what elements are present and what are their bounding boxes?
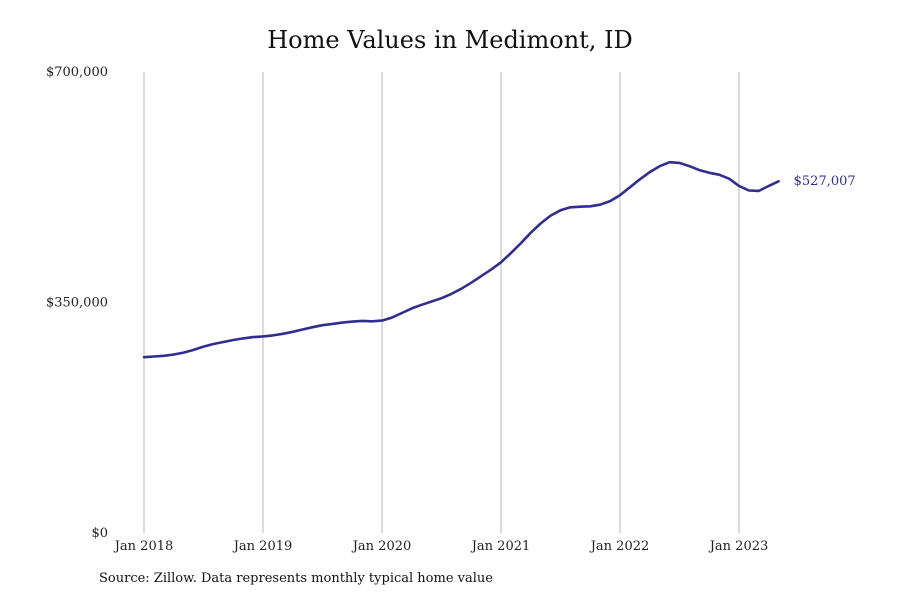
- data-point: [668, 161, 671, 164]
- data-point: [619, 194, 622, 197]
- series-layer: $527,007: [142, 160, 856, 359]
- data-point: [440, 297, 443, 300]
- data-point: [658, 165, 661, 168]
- data-point: [589, 205, 592, 208]
- data-point: [530, 231, 533, 234]
- data-point: [678, 162, 681, 165]
- data-point: [777, 180, 780, 183]
- data-point: [579, 205, 582, 208]
- x-tick-label: Jan 2023: [708, 539, 769, 554]
- data-point: [411, 307, 414, 310]
- data-point: [371, 320, 374, 323]
- data-point: [282, 333, 285, 336]
- data-point: [173, 353, 176, 356]
- data-point: [143, 356, 146, 359]
- x-axis-labels: Jan 2018 Jan 2019 Jan 2020 Jan 2021 Jan 2022…: [113, 539, 769, 554]
- data-point: [341, 321, 344, 324]
- data-point: [500, 261, 503, 264]
- x-tick-label: Jan 2019: [232, 539, 293, 554]
- data-point: [153, 355, 156, 358]
- data-point: [331, 323, 334, 326]
- data-point: [301, 328, 304, 331]
- data-point: [480, 275, 483, 278]
- data-point: [639, 178, 642, 181]
- data-point: [728, 177, 731, 180]
- data-point: [351, 320, 354, 323]
- data-point: [381, 319, 384, 322]
- x-tick-label: Jan 2021: [470, 539, 531, 554]
- chart-title: Home Values in Medimont, ID: [267, 26, 633, 54]
- grid-lines: [143, 72, 740, 533]
- source-note: Source: Zillow. Data represents monthly …: [99, 571, 493, 586]
- data-point: [222, 341, 225, 344]
- series-line-0: [142, 160, 780, 359]
- data-point: [232, 339, 235, 342]
- data-point: [212, 343, 215, 346]
- data-point: [420, 304, 423, 307]
- data-point: [609, 200, 612, 203]
- data-point: [718, 173, 721, 176]
- data-point: [549, 214, 552, 217]
- x-tick-label: Jan 2018: [113, 539, 174, 554]
- data-point: [559, 209, 562, 212]
- data-point: [629, 186, 632, 189]
- x-tick-label: Jan 2020: [351, 539, 412, 554]
- data-point: [569, 206, 572, 209]
- data-point: [262, 335, 265, 338]
- data-point: [450, 293, 453, 296]
- data-point: [470, 281, 473, 284]
- data-point: [430, 300, 433, 303]
- data-point: [510, 252, 513, 255]
- end-value-label: $527,007: [794, 174, 856, 189]
- data-point: [321, 324, 324, 327]
- data-point: [460, 287, 463, 290]
- data-point: [768, 185, 771, 188]
- y-tick-label: $350,000: [46, 296, 108, 311]
- data-point: [242, 337, 245, 340]
- data-point: [272, 334, 275, 337]
- data-point: [163, 355, 166, 358]
- data-point: [252, 336, 255, 339]
- data-point: [292, 331, 295, 334]
- data-point: [391, 316, 394, 319]
- data-point: [361, 320, 364, 323]
- data-point: [599, 203, 602, 206]
- data-point: [539, 222, 542, 225]
- data-point: [520, 242, 523, 245]
- y-tick-label: $0: [91, 526, 108, 541]
- data-point: [758, 190, 761, 193]
- data-point: [202, 345, 205, 348]
- data-point: [182, 351, 185, 354]
- data-point: [192, 349, 195, 352]
- data-point: [401, 312, 404, 315]
- data-point: [311, 326, 314, 329]
- data-point: [708, 172, 711, 175]
- data-point: [688, 165, 691, 168]
- data-point: [698, 169, 701, 172]
- x-tick-label: Jan 2022: [589, 539, 650, 554]
- data-point: [748, 189, 751, 192]
- data-point: [490, 268, 493, 271]
- y-tick-label: $700,000: [46, 65, 108, 80]
- y-axis-labels: $0 $350,000 $700,000: [46, 65, 108, 541]
- data-point: [649, 171, 652, 174]
- data-point: [738, 185, 741, 188]
